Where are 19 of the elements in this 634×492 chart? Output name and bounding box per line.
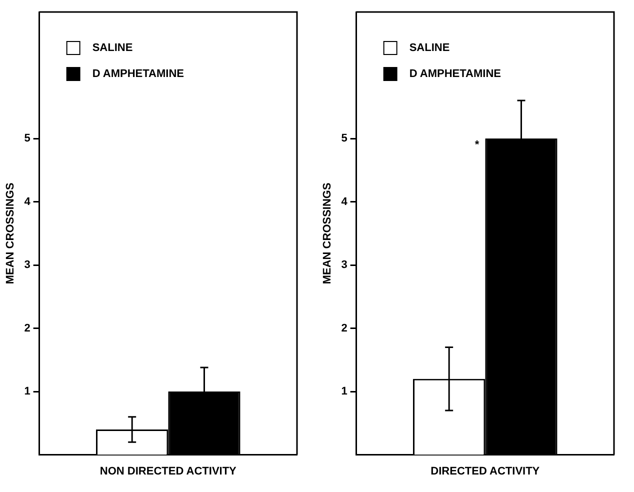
y-tick-label: 3 xyxy=(24,259,30,272)
y-tick-label: 2 xyxy=(341,322,348,334)
annotation: * xyxy=(474,138,480,151)
y-tick-label: 5 xyxy=(341,132,348,145)
y-tick-label: 5 xyxy=(24,132,30,145)
y-tick-label: 4 xyxy=(341,196,348,208)
x-tick-label: DIRECTED ACTIVITY xyxy=(430,465,540,478)
x-tick-label: NON DIRECTED ACTIVITY xyxy=(100,465,238,478)
y-axis-title: MEAN CROSSINGS xyxy=(4,182,17,284)
y-axis-title: MEAN CROSSINGS xyxy=(322,182,334,284)
legend-label: SALINE xyxy=(92,42,133,54)
y-tick-label: 2 xyxy=(24,322,30,334)
y-tick-label: 3 xyxy=(341,259,348,272)
legend-label: D AMPHETAMINE xyxy=(92,68,184,80)
legend-label: D AMPHETAMINE xyxy=(409,68,501,80)
legend-label: SALINE xyxy=(409,42,450,54)
y-tick-label: 1 xyxy=(341,386,348,398)
y-tick-label: 1 xyxy=(24,386,30,398)
y-tick-label: 4 xyxy=(24,196,32,208)
